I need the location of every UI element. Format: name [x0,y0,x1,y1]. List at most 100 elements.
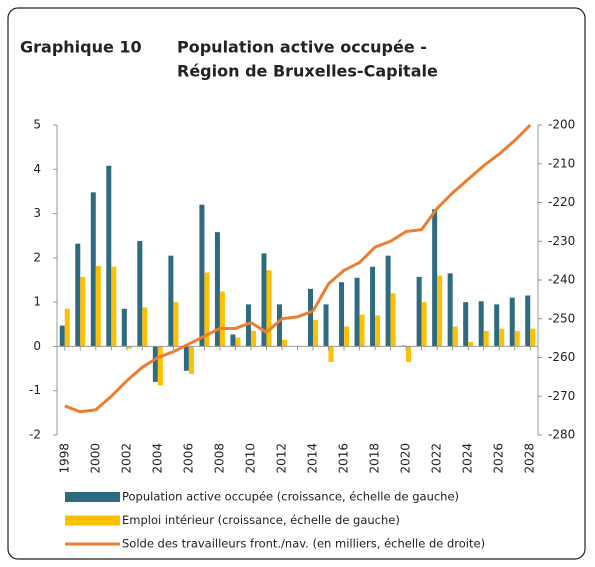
bar [142,307,148,347]
chart-title-number: Graphique 10 [20,38,142,57]
bar [339,282,345,347]
chart-title: Population active occupée - [177,38,427,57]
bar [328,346,334,362]
bar [421,302,427,347]
bar [157,346,163,386]
bar [483,330,489,347]
y-tick-label: 5 [33,118,41,132]
y2-tick-label: -230 [548,234,575,248]
bar [494,304,500,347]
frame [7,7,586,560]
bar [276,304,282,347]
bar [219,291,225,347]
bar [214,232,220,347]
bar [152,346,158,382]
bar [90,192,96,347]
bar [313,319,319,347]
y2-tick-label: -210 [548,156,575,170]
bar [432,209,438,347]
bar [478,301,484,347]
x-tick-label: 2006 [181,443,195,474]
bar [75,243,81,347]
bar [173,302,179,347]
y-tick-label: 0 [33,339,41,353]
bar [59,325,65,347]
bar [126,346,132,349]
x-tick-label: 2026 [492,443,506,474]
bar [230,334,236,347]
bar [80,276,86,347]
legend-label: Emploi intérieur (croissance, échelle de… [122,513,400,527]
bar [499,328,505,347]
x-tick-label: 2028 [523,443,537,474]
y2-tick-label: -240 [548,273,575,287]
x-tick-label: 2012 [274,443,288,474]
bar [111,266,117,347]
bar [463,302,469,347]
bar [323,304,329,347]
x-tick-label: 2014 [306,443,320,474]
chart-title: Région de Bruxelles-Capitale [177,62,438,81]
bar [447,273,453,347]
x-tick-label: 2020 [399,443,413,474]
x-tick-label: 2000 [88,443,102,474]
bar [525,295,531,347]
y2-tick-label: -270 [548,389,575,403]
line [64,123,532,414]
x-tick-label: 1998 [57,443,71,474]
bar [64,308,70,347]
bar [188,346,194,374]
bar [370,266,376,347]
bar [199,204,205,347]
bar [266,270,272,347]
bar [183,346,189,371]
x-tick-label: 2024 [461,443,475,474]
y-tick-label: 3 [33,206,41,220]
x-tick-label: 2002 [119,443,133,474]
y2-tick-label: -260 [548,350,575,364]
y2-tick-label: -200 [548,118,575,132]
bar [168,255,174,347]
bar [308,288,314,347]
bar [235,337,241,347]
bar [245,304,251,347]
legend-swatch [65,515,120,526]
bar [390,293,396,347]
x-tick-label: 2022 [430,443,444,474]
y2-tick-label: -280 [548,428,575,442]
bar [121,308,127,347]
bar [375,315,381,347]
legend-label: Solde des travailleurs front./nav. (en m… [122,537,485,551]
bar [137,241,143,347]
bar [359,314,365,347]
bar [204,272,210,347]
x-tick-label: 2016 [337,443,351,474]
bar [416,276,422,347]
bar [452,326,458,347]
y2-tick-label: -220 [548,195,575,209]
x-tick-label: 2004 [150,443,164,474]
y2-tick-label: -250 [548,311,575,325]
bar [406,346,412,362]
bar [354,277,360,347]
bar [106,165,112,347]
bar [468,342,474,347]
bar [261,253,267,347]
bar [530,328,536,347]
x-tick-label: 2018 [368,443,382,474]
y-tick-label: -1 [29,383,41,397]
bar [437,275,443,347]
bar [281,339,287,347]
x-tick-label: 2008 [212,443,226,474]
bar [250,330,256,347]
bar [514,330,520,347]
bar [509,297,515,347]
y-tick-label: -2 [29,428,41,442]
bar [385,255,391,347]
y-tick-label: 4 [33,162,41,176]
bar [95,265,101,347]
legend-swatch [65,492,120,502]
legend-label: Population active occupée (croissance, é… [122,490,459,504]
x-tick-label: 2010 [243,443,257,474]
